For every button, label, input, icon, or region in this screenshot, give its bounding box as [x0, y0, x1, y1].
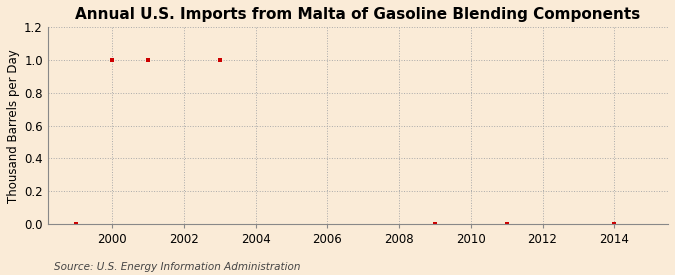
Title: Annual U.S. Imports from Malta of Gasoline Blending Components: Annual U.S. Imports from Malta of Gasoli…	[76, 7, 641, 22]
Y-axis label: Thousand Barrels per Day: Thousand Barrels per Day	[7, 49, 20, 202]
Text: Source: U.S. Energy Information Administration: Source: U.S. Energy Information Administ…	[54, 262, 300, 272]
